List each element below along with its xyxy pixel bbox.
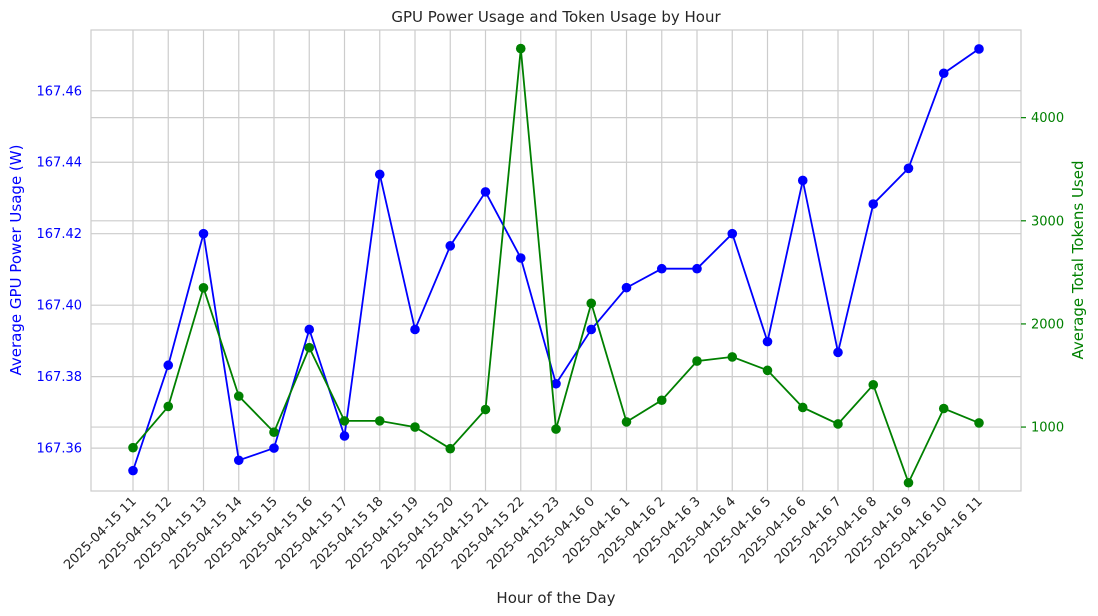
left-axis-ticks: 167.36 167.38 167.40 167.42 167.44 167.46 <box>37 84 83 456</box>
gpu-power-data-point <box>198 228 209 239</box>
gpu-power-data-point <box>269 443 279 453</box>
right-tick-label: 3000 <box>1031 214 1064 229</box>
right-axis-ticks: 1000 2000 3000 4000 <box>1021 111 1064 436</box>
tokens-data-point <box>868 379 879 390</box>
gpu-power-data-point <box>304 324 315 335</box>
gpu-power-data-point <box>833 347 843 358</box>
x-axis-label: Hour of the Day <box>496 589 615 607</box>
gpu-power-data-point <box>480 187 491 197</box>
gpu-power-data-point <box>515 253 526 263</box>
left-tick-label: 167.36 <box>37 442 83 457</box>
tokens-data-point <box>515 43 526 54</box>
gpu-power-data-point <box>903 163 914 174</box>
gpu-power-data-point <box>410 324 420 335</box>
gpu-power-data-point <box>974 44 984 54</box>
tokens-data-point <box>304 342 315 353</box>
tokens-data-point <box>692 356 702 366</box>
plot-frame <box>90 29 1022 492</box>
tokens-data-point <box>797 402 808 413</box>
gpu-power-data-point <box>128 465 138 476</box>
chart-title: GPU Power Usage and Token Usage by Hour <box>391 8 721 26</box>
tokens-data-point <box>480 404 491 415</box>
tokens-data-point <box>903 477 914 488</box>
gpu-power-data-point <box>586 324 597 335</box>
tokens-data-point <box>762 365 773 376</box>
gpu-power-data-point <box>797 175 808 186</box>
gpu-power-data-point <box>551 378 561 389</box>
tokens-data-point <box>198 283 209 293</box>
tokens-data-point <box>374 416 385 426</box>
tokens-data-point <box>551 424 561 434</box>
tokens-data-point <box>233 391 244 401</box>
gpu-power-data-point <box>727 228 738 239</box>
right-tick-label: 4000 <box>1031 111 1064 126</box>
gpu-power-data-point <box>938 68 949 79</box>
gpu-power-data-point <box>445 241 456 251</box>
right-axis-label: Average Total Tokens Used <box>1069 161 1087 360</box>
gpu-power-data-point <box>692 263 702 274</box>
left-tick-label: 167.40 <box>37 299 83 314</box>
gpu-power-data-point <box>374 169 385 180</box>
left-tick-label: 167.38 <box>37 370 83 385</box>
series-layer <box>128 43 984 488</box>
tokens-data-point <box>656 395 667 406</box>
tokens-data-point <box>586 298 597 309</box>
tokens-data-point <box>339 416 350 426</box>
gpu-power-data-point <box>163 360 174 371</box>
tokens-data-point <box>938 403 949 414</box>
left-tick-label: 167.44 <box>37 156 83 171</box>
tokens-data-point <box>128 442 138 453</box>
tokens-data-point <box>621 417 632 427</box>
tokens-data-point <box>163 401 174 412</box>
tokens-data-point <box>833 419 843 429</box>
gpu-power-data-point <box>233 455 244 466</box>
gpu-power-data-point <box>868 199 879 209</box>
gpu-power-data-point <box>762 336 773 347</box>
gpu-power-data-point <box>656 263 667 274</box>
right-tick-label: 2000 <box>1031 317 1064 332</box>
right-tick-label: 1000 <box>1031 421 1064 436</box>
tokens-data-point <box>974 418 984 428</box>
tokens-data-point <box>727 352 738 362</box>
gpu-power-data-point <box>621 282 632 293</box>
gpu-power-data-point <box>339 431 350 441</box>
left-axis-label: Average GPU Power Usage (W) <box>7 145 25 376</box>
tokens-data-point <box>445 443 456 454</box>
tokens-data-point <box>269 427 279 438</box>
left-tick-label: 167.46 <box>37 84 83 99</box>
left-tick-label: 167.42 <box>37 227 83 242</box>
tokens-data-point <box>410 422 420 432</box>
